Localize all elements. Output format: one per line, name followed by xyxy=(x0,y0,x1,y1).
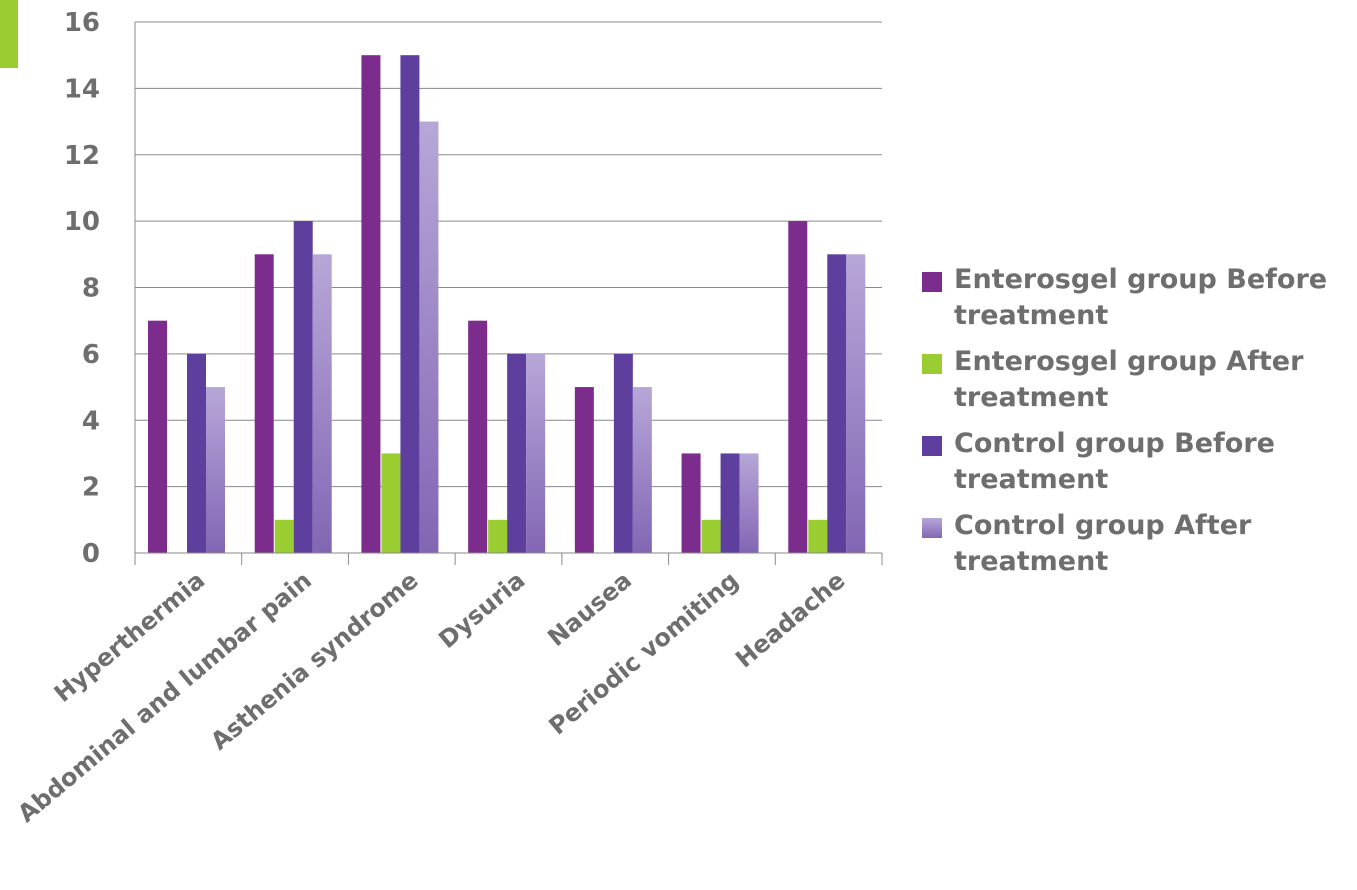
category-label: Periodic vomiting xyxy=(544,566,744,740)
bar-1-1 xyxy=(148,320,167,553)
bar-4-3 xyxy=(419,121,439,553)
bar-2-4 xyxy=(488,519,508,553)
bar-1-4 xyxy=(468,320,488,553)
legend-swatch xyxy=(922,272,942,292)
legend-label: Control group After treatment xyxy=(954,510,1252,577)
axes xyxy=(134,22,883,565)
bar-3-2 xyxy=(293,221,313,553)
bar-4-4 xyxy=(526,353,546,553)
y-tick-label: 0 xyxy=(82,539,100,569)
y-tick-label: 10 xyxy=(64,207,100,237)
category-label: Headache xyxy=(730,566,850,673)
legend-item: Control group Before treatment xyxy=(922,426,1352,498)
category-label: Dysuria xyxy=(433,566,530,654)
category-label: Asthenia syndrome xyxy=(205,566,423,755)
y-tick-label: 6 xyxy=(82,340,100,370)
bar-2-6 xyxy=(701,519,721,553)
bar-4-6 xyxy=(739,453,759,553)
bar-3-6 xyxy=(720,453,740,553)
y-tick-label: 16 xyxy=(64,8,100,38)
y-tick-label: 12 xyxy=(64,141,100,171)
bars xyxy=(148,55,866,553)
y-tick-label: 14 xyxy=(64,74,100,104)
bar-1-6 xyxy=(681,453,701,553)
bar-1-2 xyxy=(254,254,274,553)
bar-1-7 xyxy=(788,221,808,553)
bar-2-3 xyxy=(381,453,401,553)
bar-4-7 xyxy=(846,254,866,553)
y-tick-label: 2 xyxy=(82,473,100,503)
legend-label: Control group Before treatment xyxy=(954,428,1275,495)
legend-item: Enterosgel group After treatment xyxy=(922,344,1352,416)
bar-3-7 xyxy=(827,254,847,553)
legend-label: Enterosgel group Before treatment xyxy=(954,264,1328,331)
category-label: Nausea xyxy=(542,566,637,652)
legend-swatch xyxy=(922,354,942,374)
legend-item: Control group After treatment xyxy=(922,508,1352,580)
accent-bar xyxy=(0,0,18,68)
bar-3-4 xyxy=(507,353,527,553)
bar-2-2 xyxy=(274,519,294,553)
bar-4-1 xyxy=(206,387,225,553)
bar-3-3 xyxy=(400,55,420,553)
bar-1-5 xyxy=(574,387,594,553)
y-tick-label: 8 xyxy=(82,274,100,304)
bar-2-7 xyxy=(808,519,828,553)
bar-3-5 xyxy=(613,353,633,553)
y-tick-label: 4 xyxy=(82,406,100,436)
bar-1-3 xyxy=(361,55,381,553)
bar-4-5 xyxy=(632,387,652,553)
legend: Enterosgel group Before treatment Enteros… xyxy=(922,262,1352,590)
legend-label: Enterosgel group After treatment xyxy=(954,346,1304,413)
legend-swatch xyxy=(922,436,942,456)
legend-item: Enterosgel group Before treatment xyxy=(922,262,1352,334)
bar-3-1 xyxy=(187,353,206,553)
legend-swatch xyxy=(922,518,942,538)
bar-4-2 xyxy=(312,254,332,553)
